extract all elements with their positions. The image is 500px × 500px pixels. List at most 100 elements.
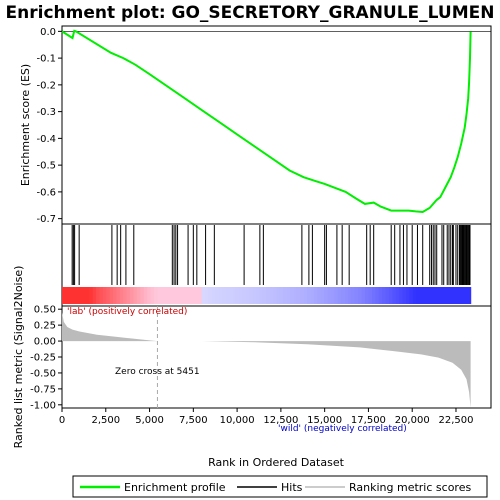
legend: Enrichment profile Hits Ranking metric s… <box>72 475 488 498</box>
color-bar-segment <box>150 287 155 304</box>
enrichment-y-tick-label: -0.7 <box>36 214 56 225</box>
color-bar-segment <box>412 287 417 304</box>
color-bar-segment <box>82 287 87 304</box>
color-bar-segment <box>140 287 145 304</box>
rank-color-bar <box>62 287 472 304</box>
color-bar-segment <box>460 287 465 304</box>
ranked-metric-frame <box>61 305 492 409</box>
color-bar-segment <box>102 287 107 304</box>
color-bar-segment <box>89 287 94 304</box>
enrichment-profile-line <box>61 29 472 214</box>
color-bar-segment <box>109 287 114 304</box>
color-bar-segment <box>177 287 182 304</box>
color-bar-segment <box>399 287 404 304</box>
color-bar-segment <box>262 287 267 304</box>
color-bar-segment <box>259 287 264 304</box>
color-bar-segment <box>453 287 458 304</box>
color-bar-segment <box>136 287 141 304</box>
color-bar-segment <box>365 287 370 304</box>
ranked-metric-y-tick-label: 0.25 <box>34 321 56 332</box>
x-tick-label: 5,000 <box>135 415 164 426</box>
x-tick-label: 17,500 <box>351 415 386 426</box>
color-bar-segment <box>327 287 332 304</box>
color-bar-segment <box>300 287 305 304</box>
color-bar-segment <box>153 287 158 304</box>
color-bar-segment <box>75 287 80 304</box>
color-bar-segment <box>85 287 90 304</box>
x-tick-label: 22,500 <box>438 415 473 426</box>
color-bar-segment <box>439 287 444 304</box>
color-bar-segment <box>276 287 281 304</box>
color-bar-segment <box>273 287 278 304</box>
color-bar-segment <box>324 287 329 304</box>
ranked-metric-y-tick-label: -0.25 <box>30 353 56 364</box>
enrichment-y-tick-label: -0.3 <box>36 107 56 118</box>
color-bar-segment <box>331 287 336 304</box>
positive-correlation-label: 'lab' (positively correlated) <box>67 307 187 317</box>
color-bar-segment <box>375 287 380 304</box>
hits-panel <box>61 223 492 307</box>
color-bar-segment <box>113 287 118 304</box>
color-bar-segment <box>303 287 308 304</box>
color-bar-segment <box>354 287 359 304</box>
color-bar-segment <box>286 287 291 304</box>
enrichment-y-tick-label: -0.2 <box>36 80 56 91</box>
color-bar-segment <box>222 287 227 304</box>
color-bar-segment <box>358 287 363 304</box>
color-bar-segment <box>296 287 301 304</box>
color-bar-segment <box>170 287 175 304</box>
color-bar-segment <box>205 287 210 304</box>
color-bar-segment <box>429 287 434 304</box>
color-bar-segment <box>130 287 135 304</box>
color-bar-segment <box>266 287 271 304</box>
color-bar-segment <box>208 287 213 304</box>
x-tick-label: 12,500 <box>263 415 298 426</box>
negative-correlation-label: 'wild' (negatively correlated) <box>278 424 407 434</box>
color-bar-segment <box>126 287 131 304</box>
x-tick-label: 20,000 <box>395 415 430 426</box>
color-bar-segment <box>92 287 97 304</box>
color-bar-segment <box>245 287 250 304</box>
color-bar-segment <box>147 287 152 304</box>
color-bar-segment <box>191 287 196 304</box>
enrichment-y-tick-label: -0.6 <box>36 187 56 198</box>
hit-lines <box>71 225 471 285</box>
color-bar-segment <box>256 287 261 304</box>
x-tick-label: 15,000 <box>307 415 342 426</box>
color-bar-segment <box>378 287 383 304</box>
color-bar-segment <box>174 287 179 304</box>
color-bar-segment <box>252 287 257 304</box>
ranked-metric-y-tick-label: -0.75 <box>30 384 56 395</box>
chart-title: Enrichment plot: GO_SECRETORY_GRANULE_LU… <box>6 3 495 23</box>
color-bar-segment <box>72 287 77 304</box>
ranked-metric-y-tick-label: -1.00 <box>30 400 56 411</box>
color-bar-segment <box>344 287 349 304</box>
x-tick-label: 10,000 <box>220 415 255 426</box>
enrichment-y-tick-label: -0.4 <box>36 134 56 145</box>
color-bar-segment <box>201 287 206 304</box>
color-bar-segment <box>228 287 233 304</box>
color-bar-segment <box>436 287 441 304</box>
color-bar-segment <box>392 287 397 304</box>
color-bar-segment <box>443 287 448 304</box>
color-bar-segment <box>337 287 342 304</box>
color-bar-segment <box>388 287 393 304</box>
color-bar-segment <box>341 287 346 304</box>
x-tick-label: 7,500 <box>179 415 208 426</box>
color-bar-segment <box>310 287 315 304</box>
color-bar-segment <box>283 287 288 304</box>
color-bar-segment <box>119 287 124 304</box>
color-bar-segment <box>79 287 84 304</box>
ranked-metric-y-tick-label: 0.50 <box>34 305 56 316</box>
color-bar-segment <box>235 287 240 304</box>
color-bar-segment <box>167 287 172 304</box>
ranked-metric-y-tick-label: 0.00 <box>34 337 56 348</box>
color-bar-segment <box>225 287 230 304</box>
color-bar-segment <box>232 287 237 304</box>
color-bar-segment <box>334 287 339 304</box>
color-bar-segment <box>409 287 414 304</box>
color-bar-segment <box>307 287 312 304</box>
color-bar-segment <box>198 287 203 304</box>
color-bar-segment <box>456 287 462 304</box>
